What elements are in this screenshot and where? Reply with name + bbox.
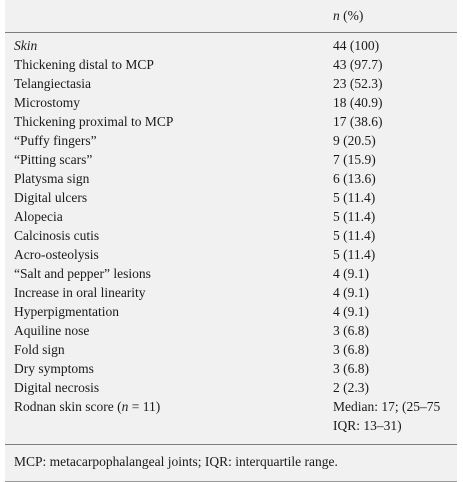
- rodnan-value-line1: Median: 17; (25–75: [333, 399, 441, 414]
- row-value: 6 (13.6): [333, 171, 376, 186]
- table-row: “Pitting scars” 7 (15.9): [5, 150, 457, 169]
- row-value: 5 (11.4): [333, 247, 376, 262]
- row-label: Platysma sign: [14, 171, 90, 186]
- table-row: Increase in oral linearity 4 (9.1): [5, 283, 457, 302]
- row-label: Digital necrosis: [14, 380, 100, 395]
- table-row: “Puffy fingers” 9 (20.5): [5, 131, 457, 150]
- row-label: Thickening distal to MCP: [14, 57, 154, 72]
- rodnan-label-n: n: [121, 399, 129, 414]
- row-value: 4 (9.1): [333, 304, 369, 319]
- row-label: Telangiectasia: [14, 76, 92, 91]
- rodnan-label-pre: Rodnan skin score (: [14, 399, 122, 414]
- table-body: Skin 44 (100) Thickening distal to MCP 4…: [5, 36, 457, 435]
- table-row: Hyperpigmentation 4 (9.1): [5, 302, 457, 321]
- row-value: 3 (6.8): [333, 361, 369, 376]
- row-value: 3 (6.8): [333, 342, 369, 357]
- table-row: “Salt and pepper” lesions 4 (9.1): [5, 264, 457, 283]
- row-value: 4 (9.1): [333, 285, 369, 300]
- row-label: Aquiline nose: [14, 323, 90, 338]
- row-value: 44 (100): [333, 38, 380, 53]
- row-value: 23 (52.3): [333, 76, 383, 91]
- table-row: Alopecia 5 (11.4): [5, 207, 457, 226]
- rodnan-label-post: = 11): [128, 399, 161, 414]
- row-label: Fold sign: [14, 342, 65, 357]
- row-value: 7 (15.9): [333, 152, 376, 167]
- table-row: Calcinosis cutis 5 (11.4): [5, 226, 457, 245]
- row-label: Thickening proximal to MCP: [14, 114, 174, 129]
- table-row: Platysma sign 6 (13.6): [5, 169, 457, 188]
- row-label: Increase in oral linearity: [14, 285, 146, 300]
- row-label: Hyperpigmentation: [14, 304, 119, 319]
- row-value: 3 (6.8): [333, 323, 369, 338]
- row-label: Microstomy: [14, 95, 80, 110]
- column-header-n-percent: n (%): [333, 8, 363, 24]
- row-label: Dry symptoms: [14, 361, 94, 376]
- table-row: Skin 44 (100): [5, 36, 457, 55]
- table-row: Acro-osteolysis 5 (11.4): [5, 245, 457, 264]
- row-label: “Pitting scars”: [14, 152, 93, 167]
- row-value: 5 (11.4): [333, 209, 376, 224]
- row-value: 5 (11.4): [333, 228, 376, 243]
- row-value: Median: 17; (25–75 IQR: 13–31): [333, 397, 440, 435]
- row-label: “Puffy fingers”: [14, 133, 97, 148]
- row-value: 17 (38.6): [333, 114, 383, 129]
- row-value: 18 (40.9): [333, 95, 383, 110]
- table-row: Fold sign 3 (6.8): [5, 340, 457, 359]
- row-label: Skin: [14, 38, 38, 53]
- table-row: Dry symptoms 3 (6.8): [5, 359, 457, 378]
- table-row: Thickening distal to MCP 43 (97.7): [5, 55, 457, 74]
- column-header-n: n: [333, 8, 340, 23]
- table-row: Thickening proximal to MCP 17 (38.6): [5, 112, 457, 131]
- table-footnote: MCP: metacarpophalangeal joints; IQR: in…: [5, 444, 457, 482]
- row-label: Calcinosis cutis: [14, 228, 100, 243]
- table-row: Telangiectasia 23 (52.3): [5, 74, 457, 93]
- row-label: Rodnan skin score (n = 11): [14, 397, 160, 416]
- row-value: 5 (11.4): [333, 190, 376, 205]
- table-header: n (%): [5, 0, 457, 33]
- table-row-rodnan: Rodnan skin score (n = 11) Median: 17; (…: [5, 397, 457, 435]
- row-label: Alopecia: [14, 209, 63, 224]
- row-label: Acro-osteolysis: [14, 247, 99, 262]
- row-value: 43 (97.7): [333, 57, 383, 72]
- table-row: Microstomy 18 (40.9): [5, 93, 457, 112]
- row-value: 4 (9.1): [333, 266, 369, 281]
- footnote-text: MCP: metacarpophalangeal joints; IQR: in…: [14, 454, 338, 469]
- table-row: Digital necrosis 2 (2.3): [5, 378, 457, 397]
- row-label: “Salt and pepper” lesions: [14, 266, 151, 281]
- row-value: 2 (2.3): [333, 380, 369, 395]
- rodnan-value-line2: IQR: 13–31): [333, 418, 402, 433]
- row-label: Digital ulcers: [14, 190, 88, 205]
- data-table: n (%) Skin 44 (100) Thickening distal to…: [5, 0, 457, 482]
- table-row: Aquiline nose 3 (6.8): [5, 321, 457, 340]
- row-value: 9 (20.5): [333, 133, 376, 148]
- table-row: Digital ulcers 5 (11.4): [5, 188, 457, 207]
- column-header-pct: (%): [339, 8, 364, 23]
